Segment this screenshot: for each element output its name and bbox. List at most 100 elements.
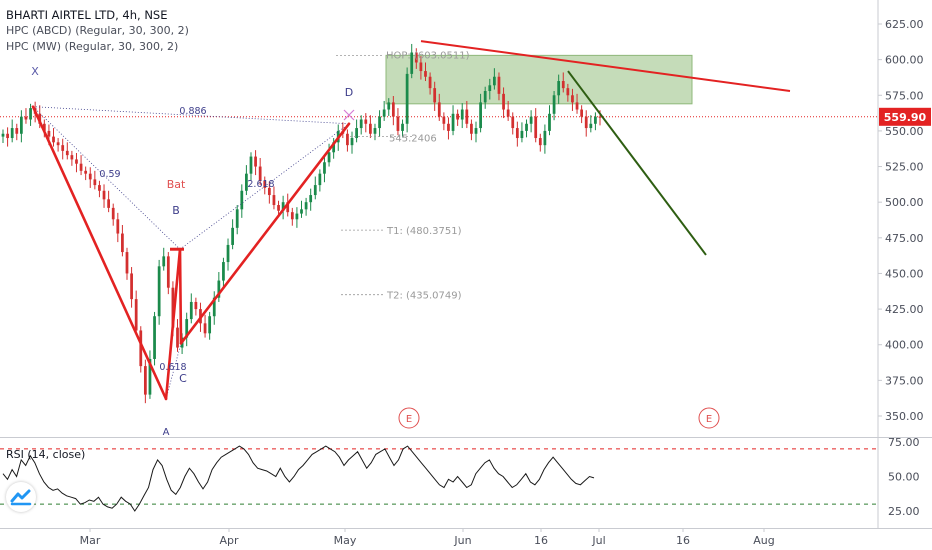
candle-body [222,262,225,281]
prz-label: 545.2406 [389,134,437,145]
candle-body [502,93,505,110]
candle-body [6,133,9,139]
candle-body [451,113,455,131]
point-label-a: A [163,427,170,438]
candle-body [364,119,368,124]
candle-body [323,162,326,174]
last-price-value: 559.90 [884,111,927,124]
candle-body [350,138,354,146]
point-label-b: B [172,204,180,217]
candle-body [414,52,418,63]
candle-body [185,319,189,338]
earnings-icon [398,407,420,429]
candle-body [332,142,336,153]
indicator-mw-label[interactable]: HPC (MW) (Regular, 30, 300, 2) [6,40,179,53]
rsi-tick-label: 75.00 [888,436,920,449]
pattern-leg-xa [31,105,168,401]
price-tick-label: 350.00 [885,410,924,423]
time-tick-label: May [334,534,357,547]
candle-body [488,85,492,91]
candle-body [24,116,28,120]
candle-body [79,163,83,171]
candle-body [479,102,482,129]
candle-body [515,128,519,139]
candle-body [143,366,147,395]
candle-body [102,190,106,200]
time-tick-label: 16 [534,534,548,547]
pattern-leg-ab [164,247,182,401]
candle-body [575,102,579,110]
candle-body [130,273,133,300]
candle-body [359,119,363,129]
candle-body [153,316,156,359]
candle-body [492,76,496,86]
resistance-trendline [420,40,791,92]
earnings-label: E [406,414,412,425]
candle-body [543,130,547,146]
price-tick-label: 475.00 [885,232,924,245]
candle-body [327,152,331,163]
candle-body [483,90,487,103]
time-tick-label: Mar [80,534,101,547]
candle-body [594,116,597,124]
ac-connector [165,343,182,399]
fib-label-2618: 2.618 [247,179,274,190]
candle-body [525,123,528,131]
target-zone [385,54,693,105]
fib-label-059: 0.59 [99,169,120,180]
candle-body [387,102,391,110]
tradingview-logo-icon[interactable] [6,482,36,512]
candle-body [61,145,65,151]
candle-body [552,95,556,114]
chart-legend: BHARTI AIRTEL LTD, 4h, NSE HPC (ABCD) (R… [6,7,189,55]
candle-body [70,155,74,160]
earnings-label: E [706,414,712,425]
candle-body [93,179,97,186]
bd-connector [179,123,350,250]
symbol-title[interactable]: BHARTI AIRTEL LTD, 4h, NSE [6,8,168,22]
candle-body [47,130,51,137]
pattern-leg-cd [179,122,351,345]
candle-body [405,73,409,124]
candle-body [346,133,349,146]
candle-body [460,109,464,120]
indicator-abcd-label[interactable]: HPC (ABCD) (Regular, 30, 300, 2) [6,24,189,37]
t2-label: T2: (435.0749) [386,291,462,302]
d-point-icon [343,109,355,121]
time-tick-label: Apr [219,534,239,547]
price-tick-label: 400.00 [885,339,924,352]
time-tick-label: Jun [453,534,471,547]
price-tick-label: 525.00 [885,161,924,174]
candle-body [396,116,400,131]
candle-body [231,227,234,245]
price-tick-label: 550.00 [885,125,924,138]
candle-body [217,280,221,298]
candle-body [318,173,322,186]
candle-body [277,205,280,211]
pattern-leg-bc [178,247,183,345]
candle-body [52,136,55,143]
candle-body [134,299,138,331]
candle-body [534,116,538,139]
candle-body [424,71,427,77]
last-price-badge [879,107,931,126]
candle-body [355,128,358,139]
rsi-label: RSI (14, close) [6,448,85,461]
candle-body [286,202,290,213]
candle-body [538,138,542,146]
candle-body [506,109,510,117]
candle-body [15,128,19,134]
candle-body [410,52,414,74]
hop-label: HOP: (603.0511) [386,50,470,61]
candle-body [304,202,308,210]
candle-body [139,330,143,367]
candle-body [442,116,446,124]
candle-body [465,109,469,124]
candle-body [474,128,478,134]
candle-body [437,102,441,117]
candle-body [166,256,170,288]
candle-body [529,116,533,124]
rsi-line [2,445,595,512]
